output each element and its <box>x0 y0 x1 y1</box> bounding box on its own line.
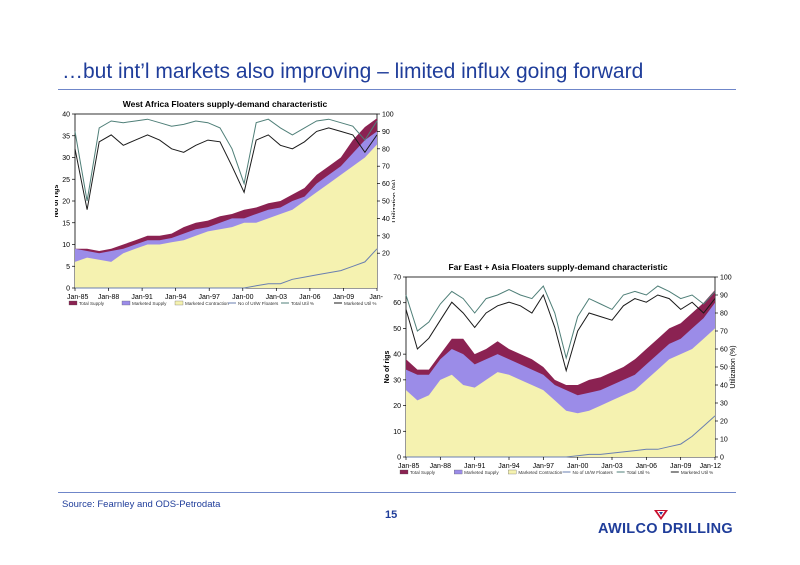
x-tick-label: Jan-97 <box>199 294 221 301</box>
series-line-no-of-ui-w-floaters <box>406 415 716 458</box>
y-tick-label: 50 <box>393 326 401 333</box>
y2-tick-label: 90 <box>720 293 728 300</box>
y2-tick-label: 30 <box>720 401 728 408</box>
y-tick-label: 30 <box>62 155 70 162</box>
logo-mark-icon <box>654 510 668 520</box>
x-tick-label: Jan-91 <box>464 463 486 470</box>
legend-swatch <box>68 300 78 306</box>
x-tick-label: Jan-97 <box>533 463 555 470</box>
y-tick-label: 5 <box>66 264 70 271</box>
legend-label: No of UI/W Floaters <box>238 301 279 306</box>
y-tick-label: 15 <box>62 220 70 227</box>
x-tick-label: Jan-03 <box>601 463 623 470</box>
x-tick-label: Jan- <box>369 294 383 301</box>
y-tick-label: 0 <box>397 455 401 462</box>
legend-label: Marketed Contraction <box>185 301 229 306</box>
legend-swatch <box>454 469 463 475</box>
source-note: Source: Fearnley and ODS-Petrodata <box>62 499 221 510</box>
y-tick-label: 10 <box>393 429 401 436</box>
series-line-total-util- <box>74 118 378 202</box>
x-tick-label: Jan-00 <box>232 294 254 301</box>
legend-label: Total Supply <box>79 301 105 306</box>
x-tick-label: Jan-94 <box>498 463 520 470</box>
series-area-marketed-contraction <box>75 144 377 288</box>
series-line-no-of-ui-w-floaters <box>75 248 378 289</box>
legend-swatch <box>174 300 184 306</box>
logo-text: AWILCO DRILLING <box>598 521 733 537</box>
legend-label: Total Util % <box>627 470 650 475</box>
y-tick-label: 20 <box>393 403 401 410</box>
x-tick-label: Jan-06 <box>299 294 321 301</box>
y2-tick-label: 90 <box>382 129 390 136</box>
y-tick-label: 60 <box>393 300 401 307</box>
x-tick-label: Jan-85 <box>67 294 89 301</box>
y2-tick-label: 20 <box>382 251 390 258</box>
title-divider <box>58 89 736 90</box>
y2-tick-label: 50 <box>720 365 728 372</box>
legend-label: Marketed Supply <box>132 301 167 306</box>
y2-tick-label: 20 <box>720 419 728 426</box>
y-tick-label: 10 <box>62 242 70 249</box>
x-tick-label: Jan-88 <box>98 294 120 301</box>
series-line-total-util- <box>405 285 716 360</box>
y2-tick-label: 50 <box>382 199 390 206</box>
y2-axis-label: Utilization (%) <box>392 179 395 222</box>
y2-tick-label: 60 <box>382 181 390 188</box>
y2-tick-label: 80 <box>382 146 390 153</box>
x-tick-label: Jan-91 <box>131 294 153 301</box>
legend-label: Marketed Util % <box>681 470 713 475</box>
y2-tick-label: 60 <box>720 347 728 354</box>
y2-tick-label: 40 <box>382 216 390 223</box>
y2-axis-label: Utilization (%) <box>730 345 737 388</box>
far-east-asia-chart: Far East + Asia Floaters supply-demand c… <box>384 262 737 475</box>
legend-label: Marketed Supply <box>464 470 499 475</box>
y-axis-label: No of rigs <box>384 351 391 384</box>
legend-swatch <box>508 469 517 475</box>
x-tick-label: Jan-09 <box>333 294 355 301</box>
y-tick-label: 30 <box>393 377 401 384</box>
page-title: …but int’l markets also improving – limi… <box>62 60 644 83</box>
footer-divider <box>58 492 736 493</box>
y2-tick-label: 100 <box>382 112 394 119</box>
x-tick-label: Jan-03 <box>266 294 288 301</box>
x-tick-label: Jan-88 <box>430 463 452 470</box>
x-tick-label: Jan-06 <box>636 463 658 470</box>
y-tick-label: 25 <box>62 177 70 184</box>
y-tick-label: 35 <box>62 133 70 140</box>
legend-label: No of UI/W Floaters <box>573 470 614 475</box>
y2-tick-label: 70 <box>720 329 728 336</box>
west-africa-chart: West Africa Floaters supply-demand chara… <box>55 99 395 306</box>
y-tick-label: 40 <box>393 352 401 359</box>
x-tick-label: Jan-94 <box>165 294 187 301</box>
y2-tick-label: 70 <box>382 164 390 171</box>
series-line-marketed-util- <box>405 293 716 373</box>
legend-label: Total Supply <box>410 470 436 475</box>
x-tick-label: Jan-09 <box>670 463 692 470</box>
series-line-marketed-util- <box>74 127 378 210</box>
legend-label: Marketed Contraction <box>518 470 562 475</box>
y-axis-label: No of rigs <box>55 185 60 218</box>
y2-tick-label: 80 <box>720 311 728 318</box>
y2-tick-label: 30 <box>382 233 390 240</box>
y-tick-label: 40 <box>62 112 70 119</box>
page-number: 15 <box>385 509 398 521</box>
x-tick-label: Jan-12 <box>700 463 722 470</box>
y2-tick-label: 10 <box>720 437 728 444</box>
chart-title: West Africa Floaters supply-demand chara… <box>123 99 328 109</box>
legend-swatch <box>399 469 409 475</box>
y-tick-label: 20 <box>62 199 70 206</box>
y2-tick-label: 40 <box>720 383 728 390</box>
chart-title: Far East + Asia Floaters supply-demand c… <box>448 262 667 272</box>
x-tick-label: Jan-00 <box>567 463 589 470</box>
awilco-logo: AWILCO DRILLING <box>598 510 738 542</box>
y-tick-label: 70 <box>393 275 401 282</box>
legend-label: Total Util % <box>291 301 314 306</box>
y-tick-label: 0 <box>66 286 70 293</box>
y2-tick-label: 0 <box>720 455 724 462</box>
x-tick-label: Jan-85 <box>398 463 420 470</box>
legend-label: Marketed Util % <box>344 301 376 306</box>
series-area-marketed-contraction <box>406 328 715 457</box>
legend-swatch <box>121 300 131 306</box>
y2-tick-label: 100 <box>720 275 732 282</box>
